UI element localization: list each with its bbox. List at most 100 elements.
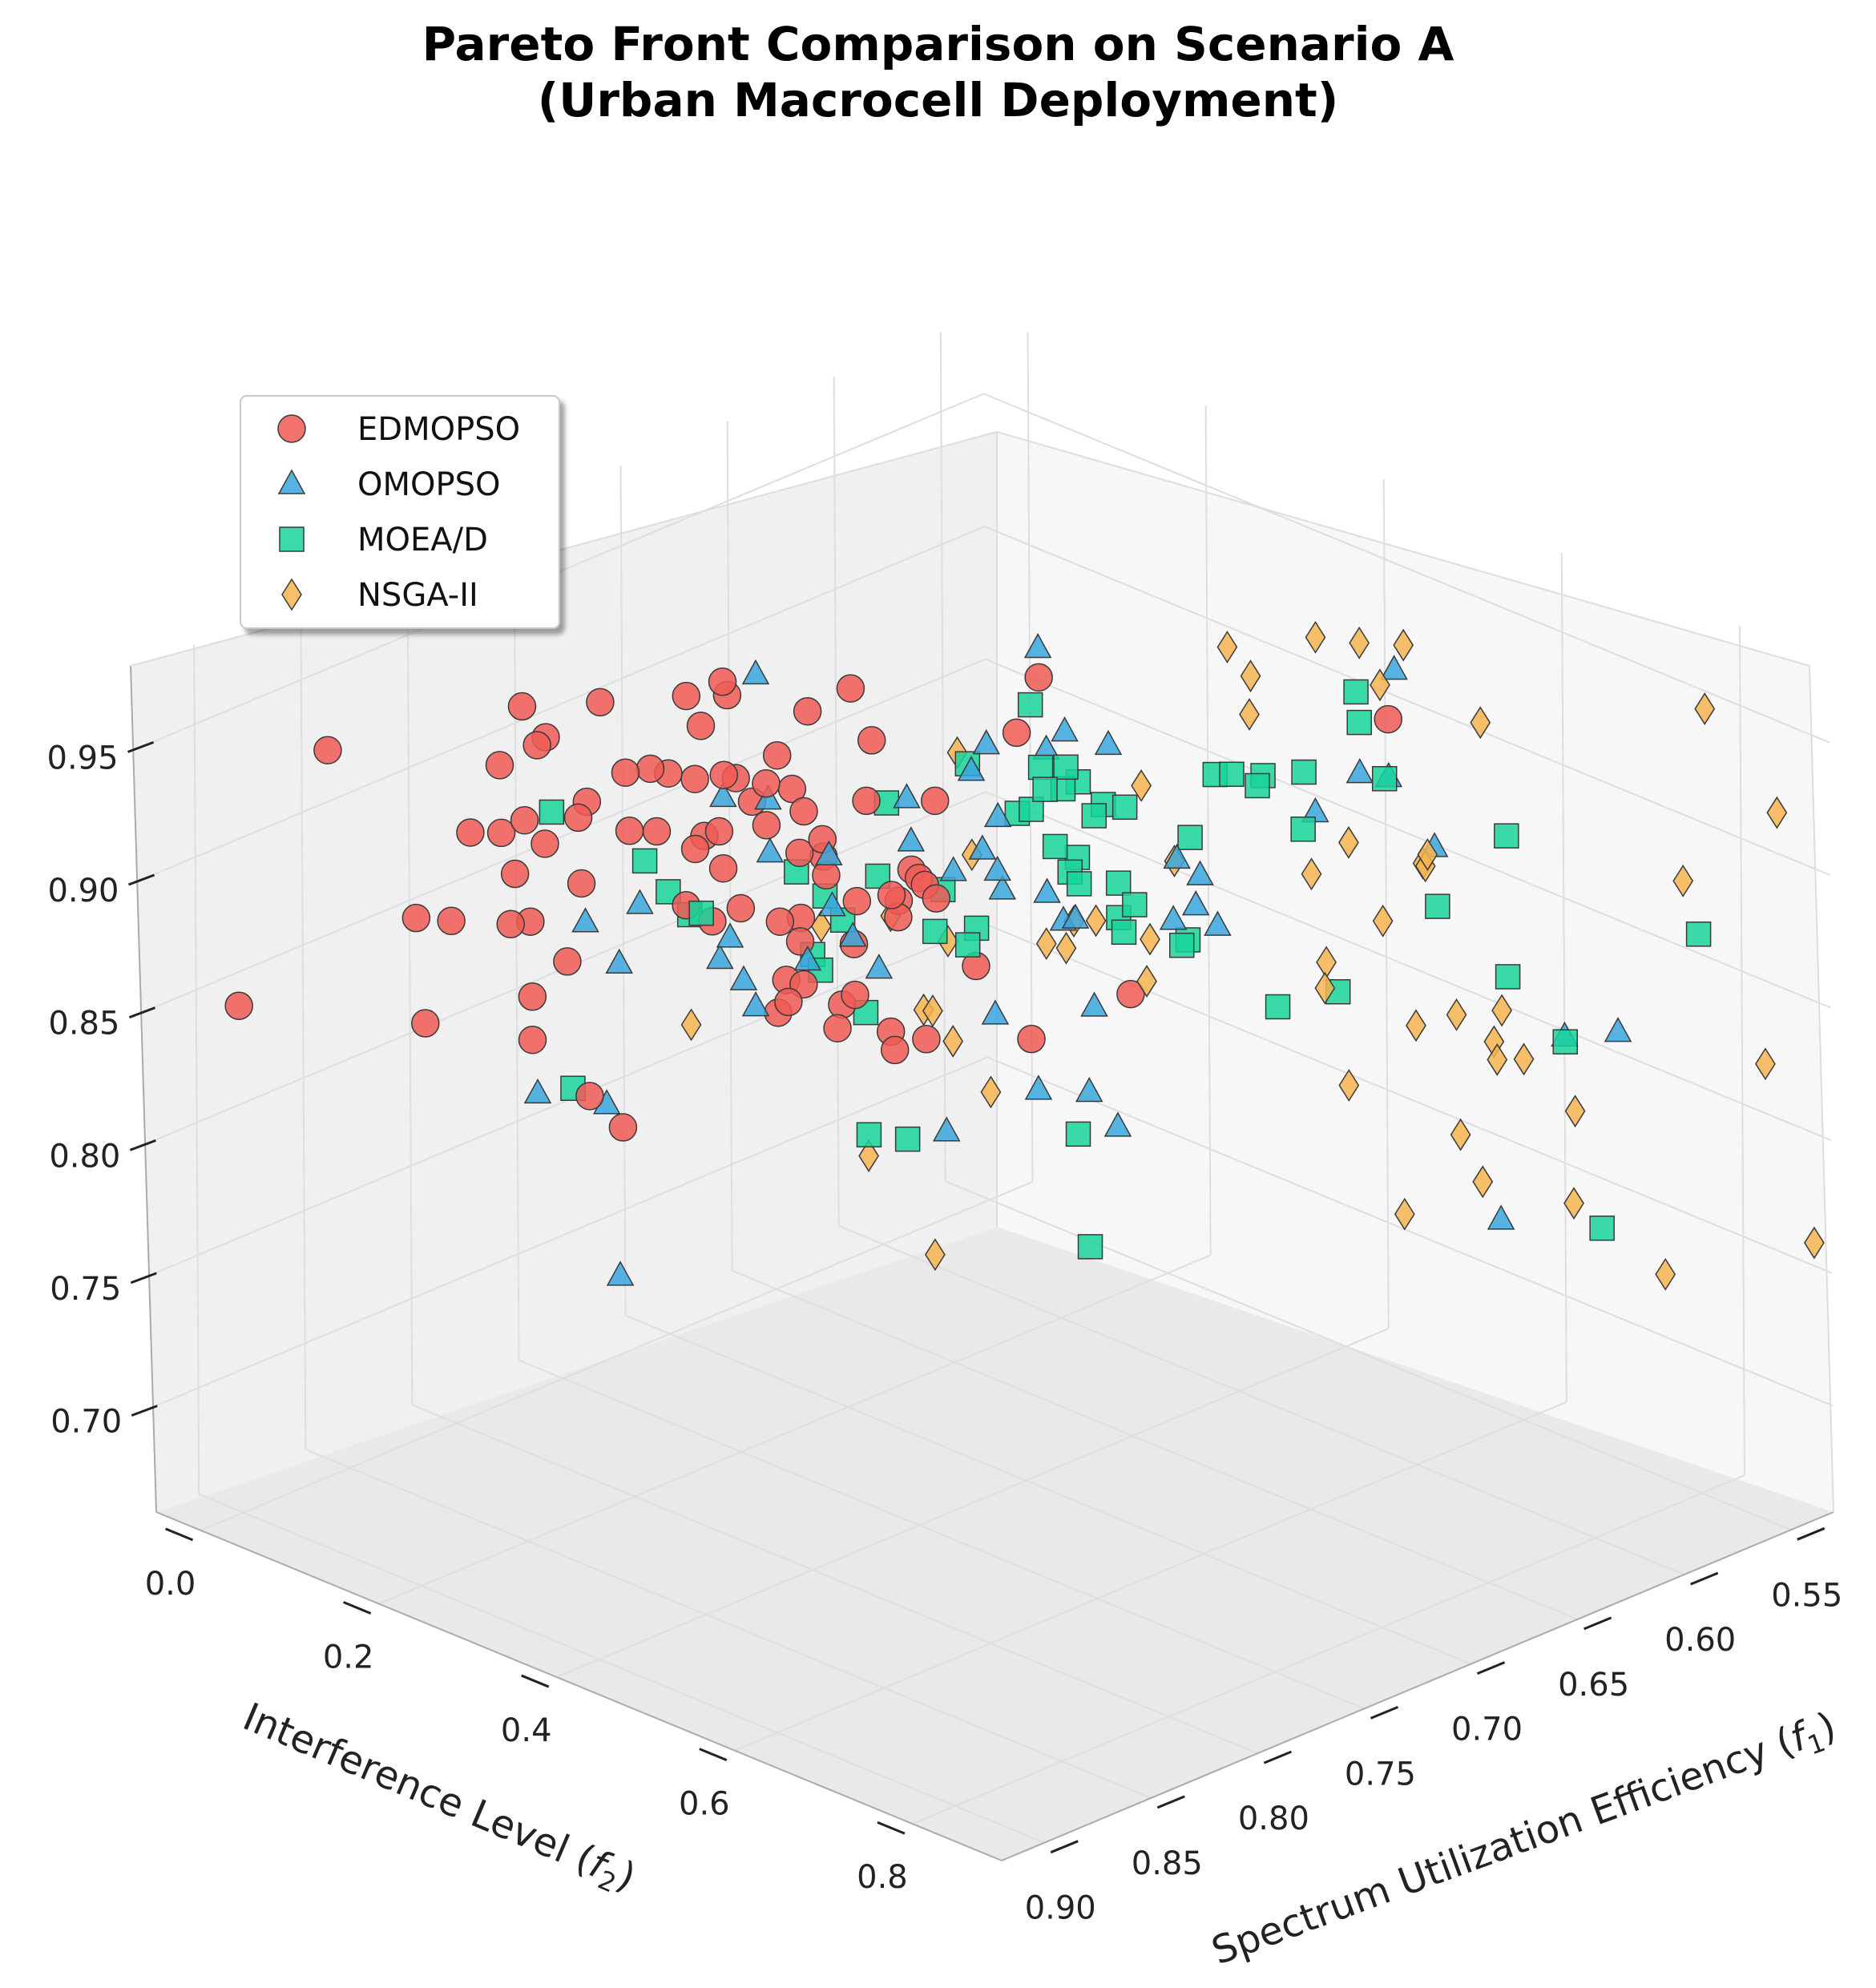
point-moea-d [1290,817,1316,842]
point-omopso [1181,890,1210,916]
point-edmopso [518,1026,547,1054]
legend-marker-moea-d [279,526,305,552]
point-moea-d [1685,921,1712,947]
point-omopso [741,659,770,685]
z-tick-label: 0.90 [47,873,119,909]
point-edmopso [823,1014,852,1043]
point-omopso [1080,991,1108,1017]
point-edmopso [531,829,559,858]
x-tick [1690,1571,1719,1586]
point-edmopso [920,786,950,816]
z-tick-label: 0.95 [47,740,119,776]
point-omopso [626,889,654,914]
point-moea-d [1042,833,1068,860]
y-tick-label: 0.0 [145,1566,196,1603]
point-moea-d [1219,761,1245,787]
point-edmopso [708,853,738,883]
x-tick-label: 0.65 [1558,1667,1629,1704]
point-edmopso [686,712,716,740]
x-tick-label: 0.80 [1238,1800,1309,1837]
chart-title-line-2: (Urban Macrocell Deployment) [537,73,1339,127]
point-edmopso [836,674,865,703]
point-nsga-ii [922,994,943,1027]
point-omopso [932,1116,961,1142]
point-nsga-ii [1338,826,1359,859]
x-tick-label: 0.55 [1771,1577,1842,1614]
point-moea-d [954,932,981,958]
gridline-z-left [153,658,986,1009]
point-edmopso [1116,979,1145,1009]
point-nsga-ii [1487,1043,1508,1076]
z-tick [127,740,155,753]
z-tick [128,1006,155,1019]
gridline-x-wall [300,599,307,1450]
pane-edge-top-right [996,431,1810,667]
point-nsga-ii [1470,706,1491,740]
gridline-z-right [985,658,1831,1009]
point-omopso [983,801,1012,828]
point-nsga-ii [858,1139,879,1172]
gridline-x-wall [833,377,840,1227]
x-tick [1050,1840,1079,1854]
point-edmopso [880,1035,910,1065]
point-edmopso [1017,1024,1046,1054]
z-tick [129,1139,156,1151]
point-moea-d [1245,772,1270,799]
point-edmopso [485,751,514,780]
x-tick-label: 0.60 [1664,1622,1736,1659]
gridline-x-wall [619,466,627,1316]
point-omopso [1186,860,1214,885]
point-edmopso [877,881,906,909]
gridline-y-wall [1738,626,1745,1476]
x-tick [1797,1526,1826,1541]
z-axis-line [130,665,157,1513]
point-omopso [1094,729,1123,756]
point-nsga-ii [1055,931,1077,965]
x-tick-label: 0.85 [1132,1845,1203,1882]
z-tick-label: 0.70 [50,1404,122,1441]
chart-title-line-1: Pareto Front Comparison on Scenario A [422,17,1454,71]
point-nsga-ii [1446,998,1467,1031]
point-moea-d [1105,870,1132,896]
legend-marker-nsga-ii [281,578,302,611]
legend-label-edmopso: EDMOPSO [357,411,520,448]
point-moea-d [1168,932,1195,958]
x-tick-label: 0.75 [1345,1756,1416,1792]
point-omopso [571,907,599,933]
x-axis-label: Spectrum Utilization Efficiency (f1) [1206,1704,1844,1978]
legend-marker-omopso [277,469,306,494]
point-nsga-ii [1216,631,1238,663]
point-edmopso [635,754,665,784]
point-edmopso [563,803,593,833]
point-edmopso [486,818,516,848]
point-nsga-ii [1655,1257,1676,1291]
point-omopso [1033,877,1061,903]
point-moea-d [539,799,565,825]
gridline-z-right [985,791,1832,1142]
point-moea-d [1077,1234,1103,1260]
point-edmopso [456,818,485,847]
y-tick-label: 0.8 [857,1859,908,1896]
z-tick-label: 0.85 [48,1006,119,1042]
point-moea-d [1081,803,1107,829]
point-moea-d [1552,1029,1578,1054]
point-nsga-ii [980,1075,1002,1109]
y-tick-label: 0.6 [679,1786,730,1823]
point-moea-d [1589,1216,1615,1241]
point-edmopso [812,861,841,890]
gridline-x-floor [305,1448,1152,1799]
point-edmopso [411,1009,440,1038]
point-edmopso [841,980,869,1010]
point-omopso [838,921,867,947]
point-nsga-ii [1564,1095,1586,1128]
point-nsga-ii [1314,971,1336,1005]
point-moea-d [1111,794,1138,821]
point-moea-d [1027,754,1054,780]
point-omopso [1023,632,1052,659]
point-edmopso [642,817,672,846]
point-moea-d [1343,679,1369,705]
point-omopso [981,999,1010,1025]
legend-label-nsga-ii: NSGA-II [357,577,478,614]
z-tick [130,1272,157,1284]
point-omopso [1380,655,1408,680]
